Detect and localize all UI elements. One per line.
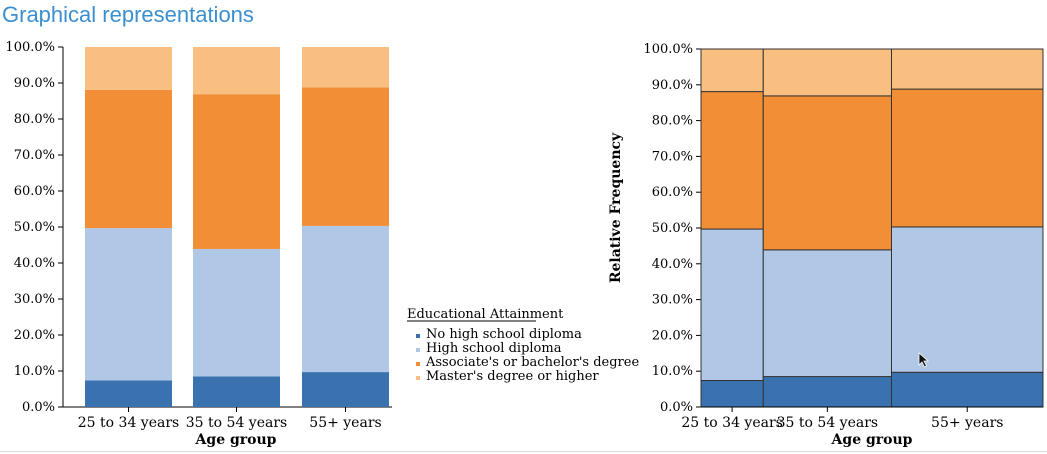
left-chart-y-tick-label: 50.0% — [14, 220, 55, 235]
left-chart-x-tick-label: 35 to 54 years — [186, 415, 287, 431]
mouse-cursor-icon — [918, 352, 930, 368]
left-chart-bar-segment — [193, 376, 280, 407]
legend-swatch — [416, 334, 420, 338]
left-chart-bar-segment — [85, 47, 172, 90]
right-chart-y-tick-label: 40.0% — [652, 257, 693, 272]
right-chart-y-tick-label: 30.0% — [652, 293, 693, 308]
right-chart-y-tick-label: 50.0% — [652, 221, 693, 236]
left-chart-y-tick-label: 10.0% — [14, 364, 55, 379]
left-chart-bar-segment — [302, 47, 389, 88]
left-chart-x-axis-label: Age group — [195, 432, 277, 448]
legend-label: High school diploma — [426, 341, 562, 356]
page-title: Graphical representations — [2, 2, 254, 27]
right-chart-tile — [700, 91, 764, 230]
right-chart-tile — [700, 380, 764, 408]
right-chart-y-tick-label: 10.0% — [652, 364, 693, 379]
left-chart-y-tick-label: 70.0% — [14, 148, 55, 163]
right-chart-y-tick-label: 100.0% — [643, 42, 693, 57]
left-chart-bar-segment — [302, 225, 389, 373]
right-chart-y-axis-label: Relative Frequency — [608, 132, 624, 283]
legend-title: Educational Attainment — [407, 307, 564, 322]
right-chart-tile — [890, 226, 1044, 373]
right-chart-tile — [700, 48, 764, 93]
left-chart-bar-segment — [85, 89, 172, 229]
legend-label: No high school diploma — [426, 327, 582, 342]
right-chart-tile — [762, 48, 892, 97]
right-chart-x-axis-label: Age group — [831, 432, 913, 448]
left-chart-bar-segment — [85, 228, 172, 381]
right-chart-y-tick-label: 90.0% — [652, 78, 693, 93]
right-chart-tile — [762, 249, 892, 378]
legend-swatch — [416, 362, 420, 366]
left-chart-y-tick-label: 100.0% — [5, 40, 55, 55]
left-chart-bar-segment — [193, 47, 280, 95]
left-chart-y-tick-label: 60.0% — [14, 184, 55, 199]
right-chart-x-tick-label: 55+ years — [931, 415, 1003, 431]
right-chart-x-tick-label: 25 to 34 years — [681, 415, 782, 431]
left-chart-y-tick-label: 40.0% — [14, 256, 55, 271]
legend-label: Master's degree or higher — [426, 369, 599, 384]
right-chart-y-tick-label: 80.0% — [652, 114, 693, 129]
left-chart-y-tick-label: 0.0% — [22, 400, 55, 415]
right-chart-y-tick-label: 60.0% — [652, 185, 693, 200]
left-chart-y-tick-label: 80.0% — [14, 112, 55, 127]
left-chart-bar-segment — [85, 380, 172, 407]
left-chart-x-tick-label: 55+ years — [309, 415, 381, 431]
legend-swatch — [416, 376, 420, 380]
left-chart-bar-segment — [302, 87, 389, 226]
right-chart-tile — [762, 95, 892, 251]
legend-label: Associate's or bachelor's degree — [425, 355, 639, 370]
right-chart-y-tick-label: 70.0% — [652, 149, 693, 164]
legend-swatch — [416, 348, 420, 352]
left-chart-y-tick-label: 20.0% — [14, 328, 55, 343]
right-chart-tile — [890, 88, 1044, 228]
left-chart-x-tick-label: 25 to 34 years — [78, 415, 179, 431]
right-chart-y-tick-label: 20.0% — [652, 328, 693, 343]
right-chart-tile — [700, 228, 764, 382]
right-chart-x-tick-label: 35 to 54 years — [777, 415, 878, 431]
left-chart-y-tick-label: 90.0% — [14, 76, 55, 91]
right-chart-y-tick-label: 0.0% — [660, 400, 693, 415]
right-chart-tile — [762, 376, 892, 408]
bottom-divider — [0, 451, 1047, 452]
left-chart-bar-segment — [193, 248, 280, 377]
right-chart-tile — [890, 371, 1044, 408]
left-chart-bar-segment — [302, 372, 389, 407]
left-chart-y-tick-label: 30.0% — [14, 292, 55, 307]
right-chart-tile — [890, 48, 1044, 90]
left-chart-bar-segment — [193, 94, 280, 249]
